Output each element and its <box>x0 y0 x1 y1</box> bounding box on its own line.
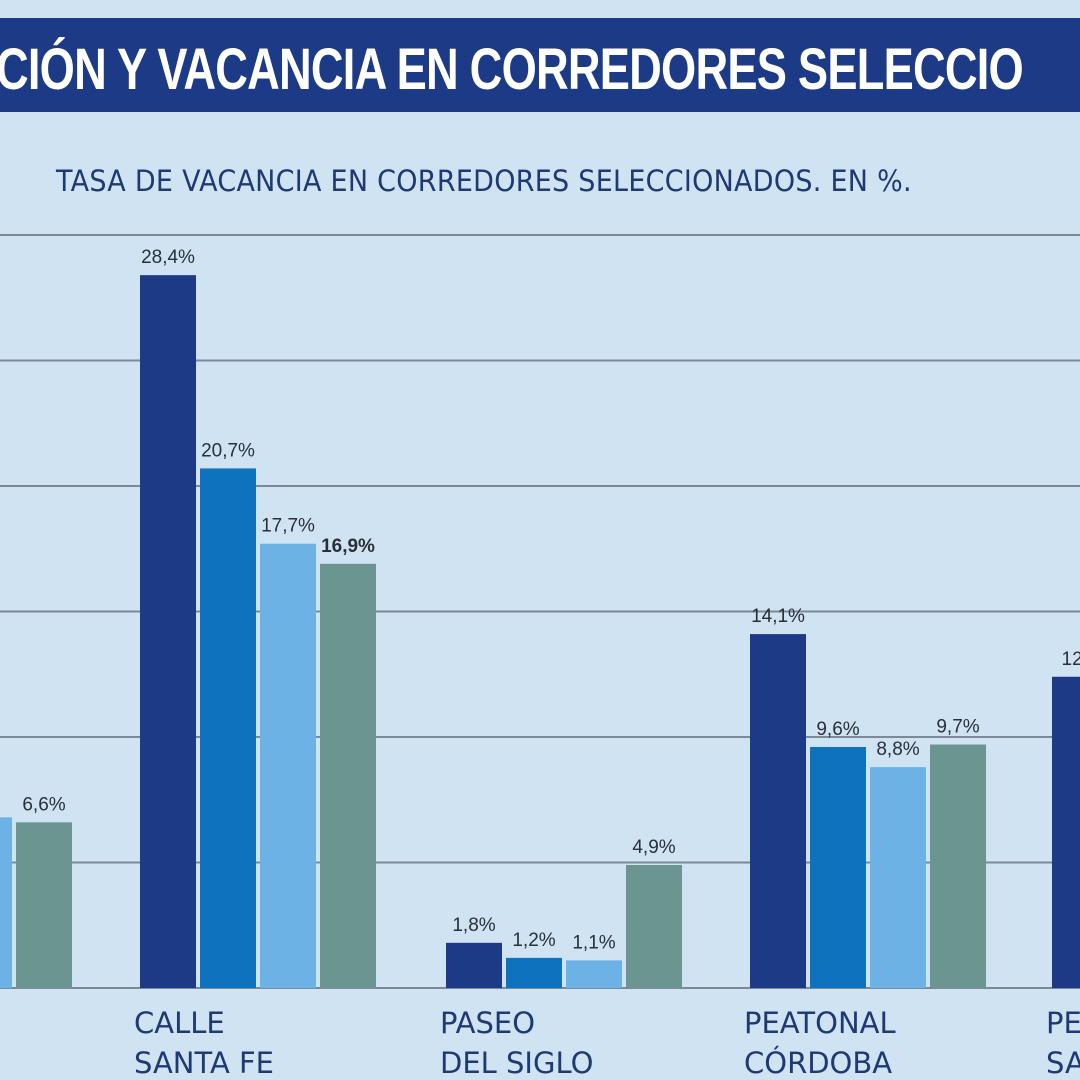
bar <box>506 957 562 988</box>
bar <box>930 744 986 988</box>
bar <box>320 563 376 988</box>
data-label: 9,6% <box>816 719 859 740</box>
category-label: PEATONAL <box>744 1006 896 1040</box>
category-label: CÓRDOBA <box>744 1046 892 1080</box>
bar <box>870 767 926 988</box>
data-label: 1,1% <box>572 932 615 953</box>
category-label: CALLE <box>134 1006 225 1040</box>
category-labels: CALLE SANTA FE PASEO DEL SIGLO PEATONAL CÓRDO… <box>134 1006 1080 1080</box>
bar <box>16 822 72 988</box>
value-labels: 28,4%1,8%14,1%12,420,7%1,2%9,6%%17,7%1,1… <box>22 247 1080 953</box>
category-label: PASEO <box>440 1006 535 1040</box>
data-label: 20,7% <box>201 440 255 461</box>
data-label: 16,9% <box>321 536 375 557</box>
data-label: 4,9% <box>632 837 675 858</box>
data-label: 1,2% <box>512 930 555 951</box>
bar <box>260 543 316 988</box>
bars <box>0 275 1080 988</box>
category-label: DEL SIGLO <box>440 1046 593 1080</box>
bar <box>750 634 806 988</box>
category-label: SA <box>1046 1046 1080 1080</box>
data-label: 6,6% <box>22 794 65 815</box>
data-label: 12,4 <box>1062 649 1080 670</box>
bar <box>810 747 866 988</box>
bar <box>200 468 256 988</box>
title-banner: CIÓN Y VACANCIA EN CORREDORES SELECCIO <box>0 18 1080 112</box>
bar <box>140 275 196 988</box>
bar <box>0 817 12 988</box>
data-label: 1,8% <box>452 915 495 936</box>
chart-subtitle: TASA DE VACANCIA EN CORREDORES SELECCION… <box>56 164 912 198</box>
category-label: SANTA FE <box>134 1046 274 1080</box>
bar <box>1052 676 1080 988</box>
data-label: 8,8% <box>876 739 919 760</box>
bar <box>566 960 622 988</box>
bar <box>446 942 502 988</box>
data-label: 17,7% <box>261 516 315 537</box>
bar <box>626 865 682 988</box>
data-label: 28,4% <box>141 247 195 268</box>
category-label: PE <box>1046 1006 1080 1040</box>
chart-main-title: CIÓN Y VACANCIA EN CORREDORES SELECCIO <box>0 37 1024 102</box>
data-label: 9,7% <box>936 717 979 738</box>
data-label: 14,1% <box>751 606 805 627</box>
